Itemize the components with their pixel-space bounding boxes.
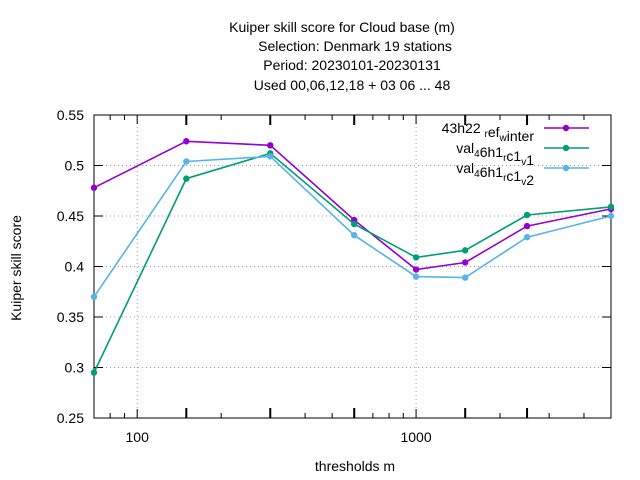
y-tick-label: 0.3 <box>65 360 85 376</box>
series-2-point <box>523 211 531 219</box>
grid <box>94 115 611 418</box>
y-tick-label: 0.45 <box>57 208 84 224</box>
title-line-1: Kuiper skill score for Cloud base (m) <box>229 19 455 35</box>
series-3-point <box>523 234 531 241</box>
series-3-point <box>267 153 274 160</box>
title-line-4: Used 00,06,12,18 + 03 06 ... 48 <box>254 77 451 93</box>
legend-marker-3 <box>562 164 570 172</box>
series-1-point <box>183 138 190 145</box>
series-3-point <box>351 231 358 239</box>
x-axis-label: thresholds m <box>315 458 395 474</box>
y-tick-label: 0.5 <box>65 158 85 174</box>
series-2-point <box>90 369 98 376</box>
series-1-point <box>461 259 469 266</box>
series-2-point <box>607 203 615 211</box>
series-1-point <box>90 184 98 191</box>
legend-label-3: val46h1rc1v2 <box>456 160 534 188</box>
series-1-point <box>412 266 420 273</box>
series-3-point <box>412 273 420 280</box>
series-line-2 <box>93 152 612 373</box>
series-3-point <box>183 158 190 165</box>
y-tick-label: 0.4 <box>65 259 85 275</box>
series-1-point <box>267 142 274 149</box>
series-line-3 <box>93 155 612 298</box>
legend-marker-2 <box>562 144 570 152</box>
chart-title: Kuiper skill score for Cloud base (m) Se… <box>229 19 455 93</box>
legend-marker-1 <box>562 124 570 132</box>
title-line-2: Selection: Denmark 19 stations <box>258 38 452 54</box>
legend-label-1: 43h22 refwinter <box>442 120 535 144</box>
plot-frame <box>93 114 612 419</box>
x-tick-label: 1000 <box>400 429 431 445</box>
series-3-point <box>461 274 469 281</box>
series-2-point <box>412 254 420 261</box>
series-layer <box>90 138 615 376</box>
legend-label-2: val46h1rc1v1 <box>456 140 534 168</box>
y-tick-label: 0.55 <box>57 107 84 123</box>
series-2-point <box>183 175 190 182</box>
series-line-1 <box>93 140 612 271</box>
y-tick-label: 0.25 <box>57 410 84 426</box>
title-line-3: Period: 20230101-20230131 <box>263 57 441 73</box>
series-3-point <box>607 212 615 220</box>
y-tick-label: 0.35 <box>57 309 84 325</box>
y-axis-label: Kuiper skill score <box>8 215 24 321</box>
series-2-point <box>351 220 358 228</box>
series-2-point <box>461 247 469 254</box>
series-3-point <box>90 293 98 300</box>
series-1-point <box>523 222 531 230</box>
x-tick-label: 100 <box>126 429 150 445</box>
